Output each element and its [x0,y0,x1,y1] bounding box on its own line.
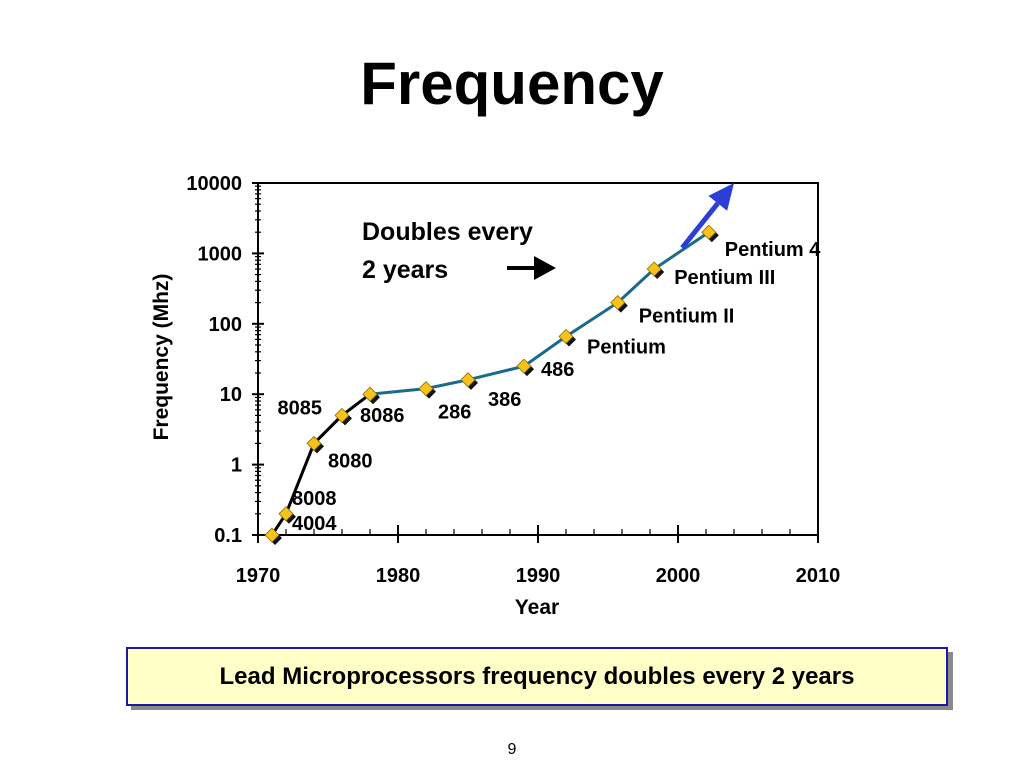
point-label-8008: 8008 [292,488,337,510]
point-label-pentium-iii: Pentium III [674,267,775,289]
axes: 0.1 1 10 100 1000 10000 1970 1980 1990 2000 2010 [186,173,840,587]
right-arrow-icon [507,256,556,280]
y-tick-label: 100 [209,314,242,336]
y-tick-label: 10 [220,384,242,406]
caption-box: Lead Microprocessors frequency doubles e… [126,647,948,706]
data-point-marker [306,435,322,451]
point-label-386: 386 [488,389,521,411]
point-label-pentium-4: Pentium 4 [725,239,821,261]
point-label-pentium: Pentium [587,337,666,359]
series-lines [270,183,734,536]
x-tick-label: 1990 [516,565,561,587]
data-point-marker [264,527,280,543]
data-point-486 [516,358,534,377]
data-point-Pentium II [610,295,628,313]
y-tick-label: 1000 [198,243,243,265]
data-point-marker [334,407,350,423]
data-point-marker [460,372,476,388]
y-axis-title: Frequency (Mhz) [150,274,173,441]
y-tick-label: 1 [231,455,242,477]
data-point-Pentium [558,328,576,347]
plot-frame [257,182,819,536]
page-number: 9 [507,741,517,758]
data-point-4004 [264,527,282,545]
trend-arrow-shaft [680,201,720,250]
data-point-marker [646,261,662,277]
data-point-Pentium III [646,261,665,280]
point-label-pentium-ii: Pentium II [639,306,735,328]
slide-title: Frequency [360,50,664,117]
data-point-marker [278,506,294,522]
x-tick-label: 1980 [376,565,421,587]
x-tick-label: 2000 [656,565,701,587]
data-point-8085 [334,407,352,426]
y-tick-label: 10000 [186,173,242,195]
data-point-8086 [362,386,380,405]
x-tick-label: 1970 [236,565,281,587]
data-point-8080 [306,435,324,454]
x-tick-label: 2010 [796,565,841,587]
annotation-line-1: Doubles every [362,218,533,246]
point-label-8086: 8086 [360,405,405,427]
trend-arrow-head [708,183,734,211]
data-point-Pentium 4 [701,224,719,243]
point-label-286: 286 [438,402,471,424]
data-point-marker [516,358,532,374]
data-point-8008 [278,506,296,524]
data-point-marker [558,328,574,345]
caption-text: Lead Microprocessors frequency doubles e… [219,662,855,690]
annotation-line-2: 2 years [362,256,448,284]
data-point-marker [701,224,717,240]
point-label-486: 486 [541,359,574,381]
data-markers [264,224,719,545]
y-tick-label: 0.1 [214,525,242,547]
x-axis-title: Year [515,596,559,619]
point-label-8085: 8085 [278,397,323,419]
data-point-marker [610,295,626,311]
data-point-286 [418,381,436,399]
point-labels: 4004 8008 8080 8085 8086 286 386 486 Pentium Pent… [278,239,822,535]
point-label-4004: 4004 [292,513,337,535]
data-point-marker [362,386,378,402]
data-point-marker [418,381,434,397]
series-line-1 [369,230,710,396]
point-label-8080: 8080 [328,450,373,472]
data-point-386 [460,372,478,390]
